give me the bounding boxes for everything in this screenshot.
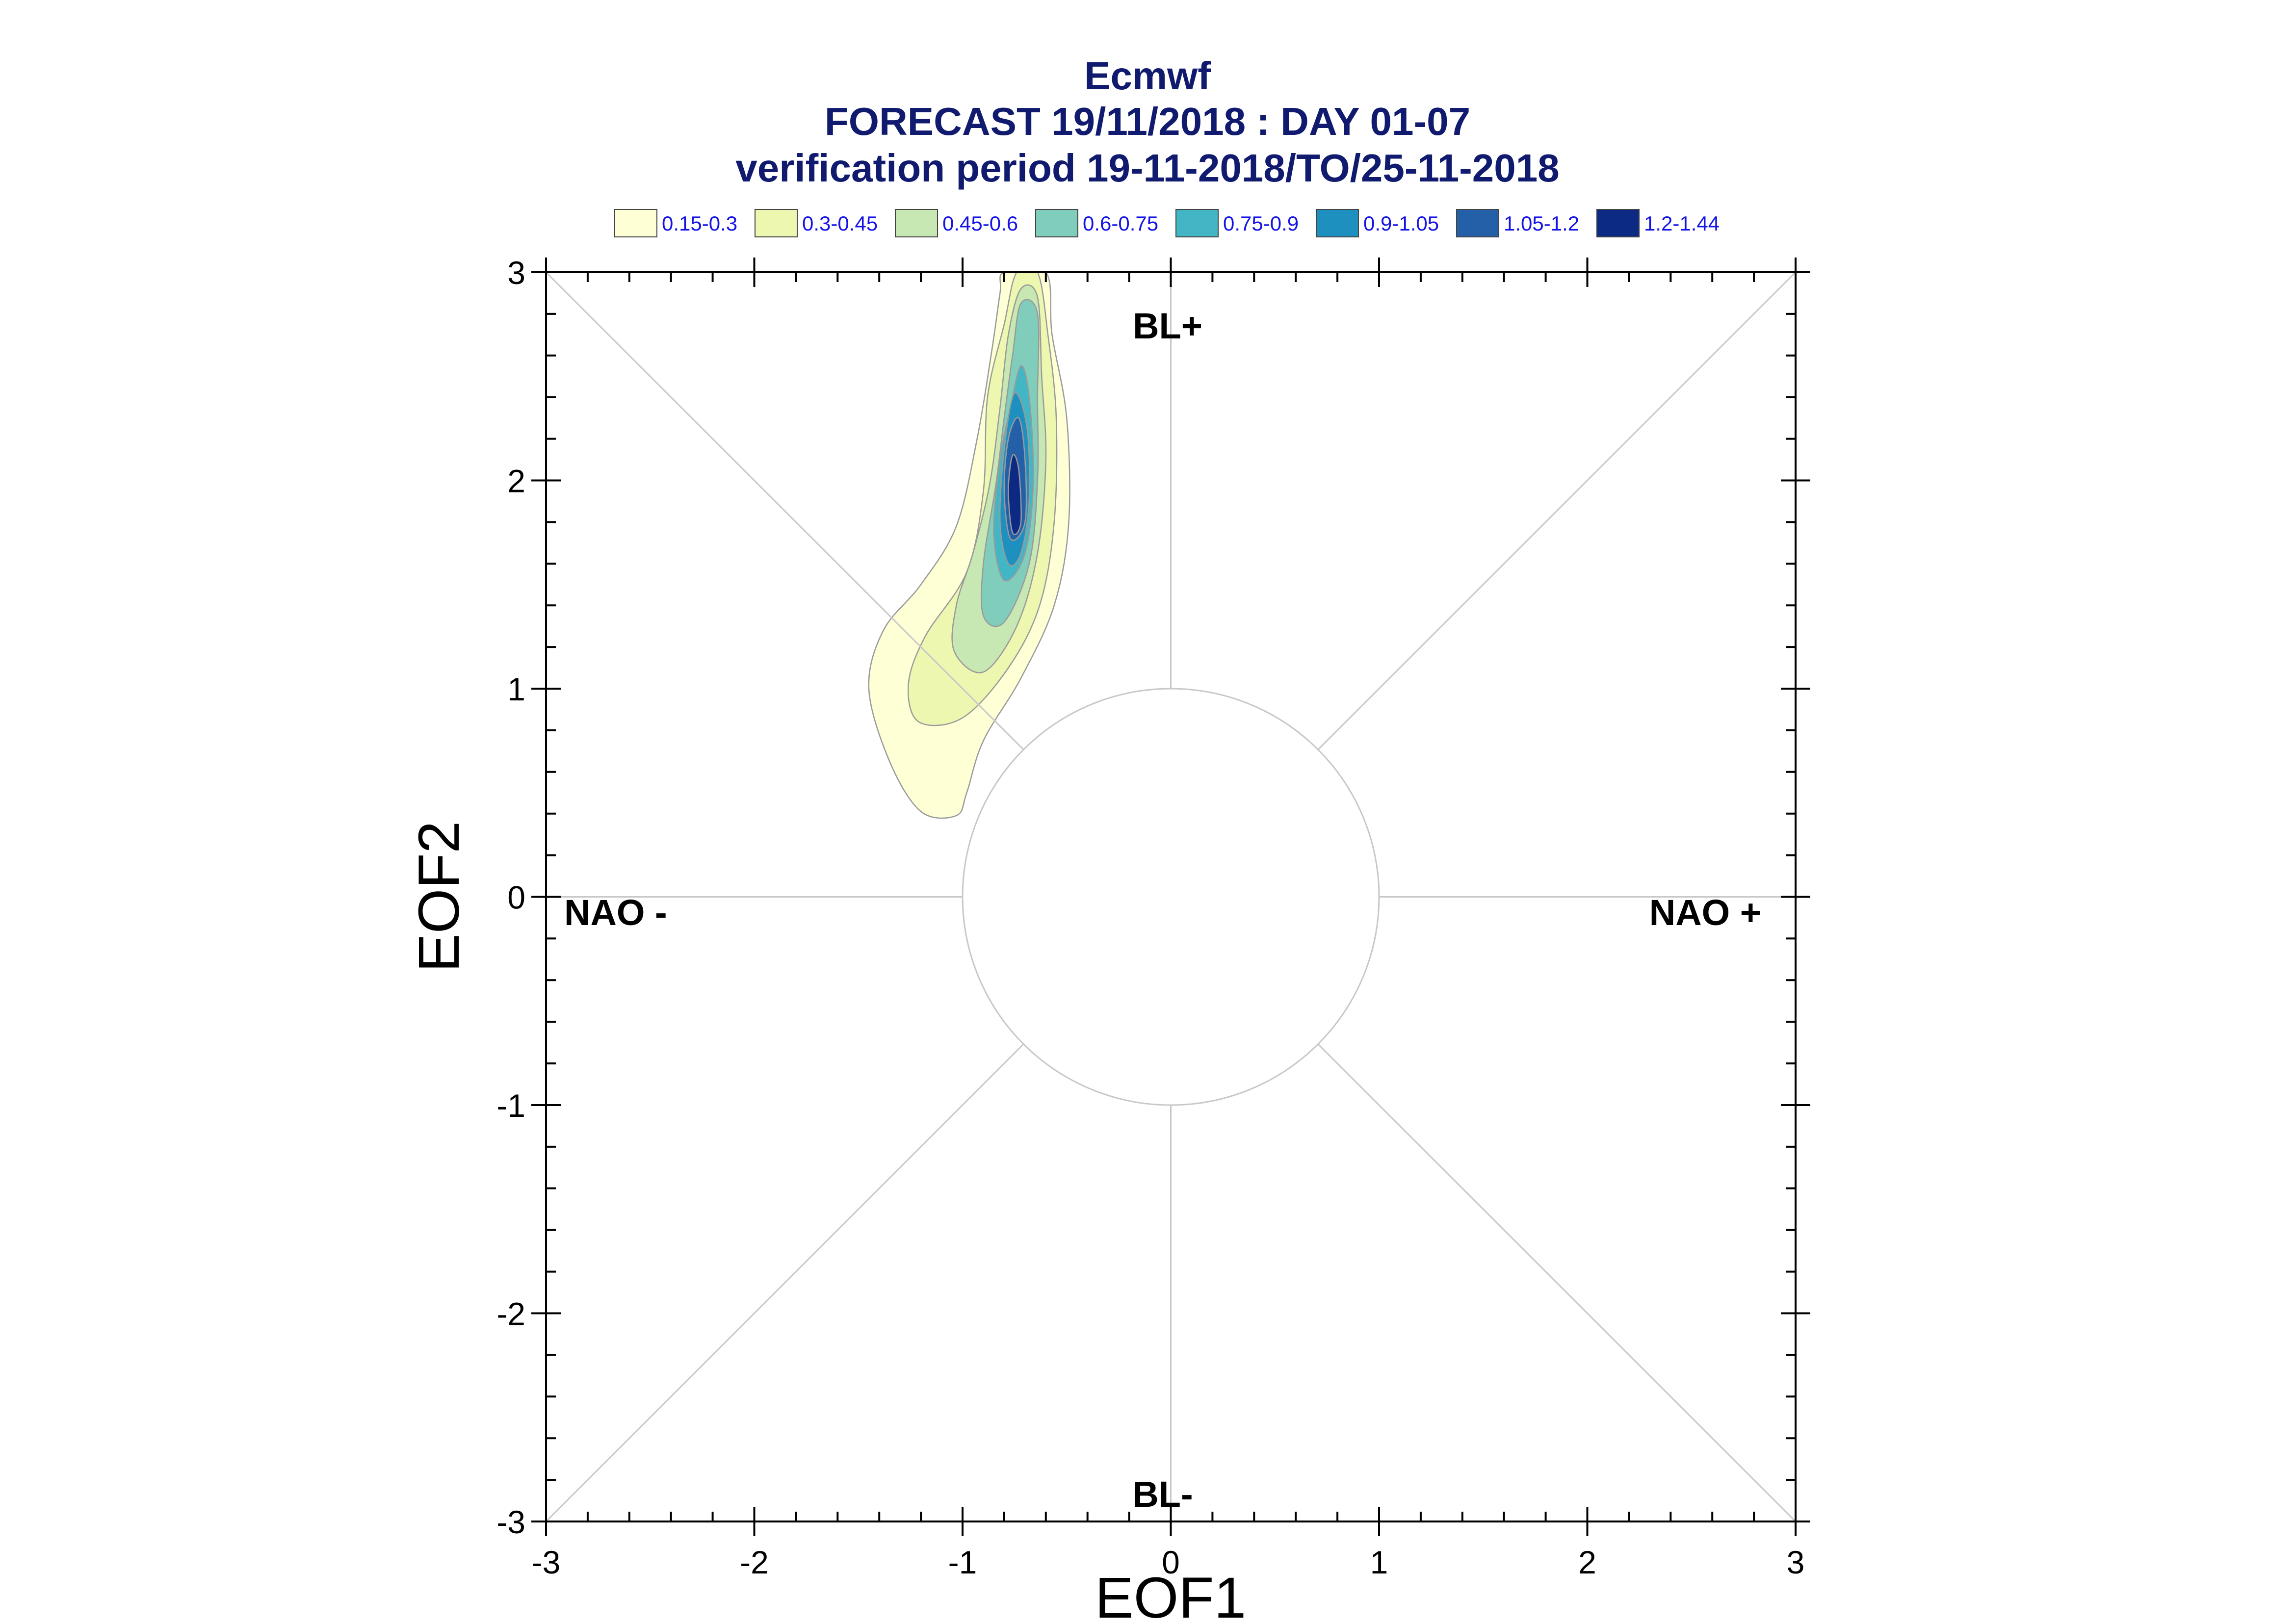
x-tick-label: -3 bbox=[532, 1544, 561, 1580]
diagonal-guide-lower-right bbox=[1317, 1043, 1797, 1522]
legend-swatch bbox=[1596, 209, 1640, 237]
legend-label: 0.3-0.45 bbox=[802, 212, 878, 235]
y-tick-label: 3 bbox=[507, 255, 525, 291]
legend: 0.15-0.3 0.3-0.45 0.45-0.6 0.6-0.75 0.75-0.9… bbox=[614, 209, 1720, 237]
chart-subtitle-forecast: FORECAST 19/11/2018 : DAY 01-07 bbox=[825, 100, 1470, 143]
legend-swatch bbox=[1456, 209, 1499, 237]
legend-swatch bbox=[1035, 209, 1078, 237]
legend-label: 1.2-1.44 bbox=[1644, 212, 1720, 235]
x-tick-label: -1 bbox=[948, 1544, 977, 1580]
y-tick-label: 0 bbox=[507, 879, 525, 916]
regime-label-bl-minus: BL- bbox=[1132, 1474, 1193, 1515]
y-tick-label: -1 bbox=[496, 1087, 525, 1124]
x-tick-label: 1 bbox=[1370, 1544, 1388, 1580]
x-tick-label: 2 bbox=[1578, 1544, 1596, 1580]
regime-label-nao-plus: NAO + bbox=[1649, 892, 1761, 933]
plot-area: -3 -2 -1 0 1 2 3 -3 -2 -1 0 1 2 3 bbox=[496, 255, 1810, 1580]
legend-label: 0.45-0.6 bbox=[942, 212, 1018, 235]
chart-title: Ecmwf bbox=[1084, 54, 1211, 98]
diagonal-guide-lower-left bbox=[545, 1043, 1024, 1522]
plot-frame bbox=[545, 271, 1797, 1522]
legend-label: 0.15-0.3 bbox=[662, 212, 737, 235]
regime-label-nao-minus: NAO - bbox=[564, 892, 667, 933]
legend-label: 0.9-1.05 bbox=[1363, 212, 1439, 235]
x-tick-label: 3 bbox=[1787, 1544, 1805, 1580]
x-tick-label: -2 bbox=[740, 1544, 769, 1580]
y-tick-label: 1 bbox=[507, 671, 525, 707]
x-axis-title: EOF1 bbox=[1095, 1566, 1246, 1624]
legend-label: 0.75-0.9 bbox=[1223, 212, 1299, 235]
legend-label: 1.05-1.2 bbox=[1504, 212, 1579, 235]
chart-subtitle-verification: verification period 19-11-2018/TO/25-11-… bbox=[735, 146, 1559, 190]
y-tick-label: -2 bbox=[496, 1296, 525, 1332]
legend-swatch bbox=[895, 209, 938, 237]
x-tick-label: 0 bbox=[1162, 1544, 1180, 1580]
y-tick-label: 2 bbox=[507, 463, 525, 499]
diagonal-guide-upper-left bbox=[545, 271, 1024, 750]
density-contours bbox=[868, 272, 1070, 819]
diagonal-guide-upper-right bbox=[1317, 271, 1797, 750]
regime-label-bl-plus: BL+ bbox=[1133, 306, 1202, 346]
regime-guides bbox=[545, 271, 1797, 1522]
legend-swatch bbox=[1175, 209, 1219, 237]
legend-swatch bbox=[755, 209, 798, 237]
reference-circle bbox=[962, 688, 1380, 1106]
y-axis-title: EOF2 bbox=[407, 821, 471, 972]
y-tick-label: -3 bbox=[496, 1504, 525, 1540]
density-contour-1.2-1.44 bbox=[1008, 454, 1022, 535]
legend-label: 0.6-0.75 bbox=[1083, 212, 1158, 235]
legend-swatch bbox=[1316, 209, 1359, 237]
legend-swatch bbox=[614, 209, 657, 237]
